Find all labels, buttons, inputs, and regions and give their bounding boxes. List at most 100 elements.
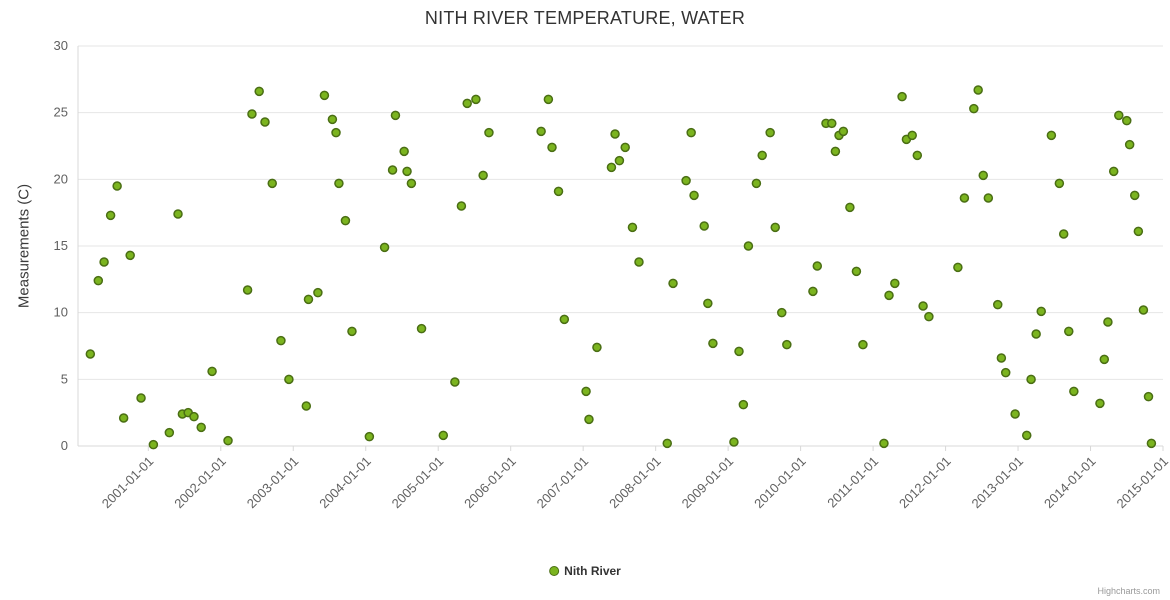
data-point[interactable] — [1124, 139, 1135, 150]
data-point[interactable] — [553, 186, 564, 197]
data-point[interactable] — [1026, 374, 1036, 385]
data-point[interactable] — [1099, 354, 1110, 365]
legend-item-nith-river[interactable]: Nith River — [549, 564, 621, 578]
data-point[interactable] — [884, 290, 894, 301]
data-point[interactable] — [918, 301, 928, 311]
data-point[interactable] — [879, 438, 889, 449]
data-point[interactable] — [406, 178, 417, 189]
data-point[interactable] — [303, 294, 314, 305]
data-point[interactable] — [953, 262, 963, 273]
data-point[interactable] — [782, 339, 792, 350]
data-point[interactable] — [708, 338, 718, 349]
data-point[interactable] — [478, 170, 488, 181]
data-point[interactable] — [276, 335, 286, 346]
data-point[interactable] — [301, 401, 312, 411]
data-point[interactable] — [830, 146, 841, 157]
data-point[interactable] — [284, 374, 294, 385]
data-point[interactable] — [173, 209, 183, 219]
data-point[interactable] — [1138, 305, 1149, 315]
data-point[interactable] — [983, 193, 994, 203]
data-point[interactable] — [978, 170, 989, 181]
data-point[interactable] — [260, 117, 270, 127]
data-point[interactable] — [1064, 326, 1074, 337]
data-point[interactable] — [581, 386, 591, 397]
data-point[interactable] — [331, 127, 341, 138]
data-point[interactable] — [1010, 409, 1020, 419]
data-point[interactable] — [247, 109, 257, 119]
data-point[interactable] — [827, 118, 837, 129]
data-point[interactable] — [462, 98, 472, 109]
data-point[interactable] — [858, 339, 868, 350]
data-point[interactable] — [743, 241, 754, 251]
data-point[interactable] — [390, 110, 401, 121]
data-point[interactable] — [364, 431, 375, 442]
data-point[interactable] — [1000, 367, 1011, 378]
data-point[interactable] — [402, 166, 412, 177]
data-point[interactable] — [912, 150, 923, 161]
data-point[interactable] — [1054, 178, 1065, 189]
data-point[interactable] — [334, 178, 344, 189]
data-point[interactable] — [456, 201, 467, 211]
data-point[interactable] — [536, 126, 546, 137]
data-point[interactable] — [606, 162, 617, 173]
data-point[interactable] — [99, 257, 109, 267]
data-point[interactable] — [689, 190, 699, 201]
data-point[interactable] — [627, 222, 638, 233]
data-point[interactable] — [327, 114, 338, 125]
data-point[interactable] — [118, 413, 129, 423]
data-point[interactable] — [85, 349, 96, 359]
data-point[interactable] — [319, 90, 330, 101]
data-point[interactable] — [1146, 438, 1157, 449]
data-point[interactable] — [1114, 110, 1124, 121]
data-point[interactable] — [734, 346, 744, 357]
data-point[interactable] — [387, 165, 398, 175]
data-point[interactable] — [1021, 430, 1032, 441]
data-point[interactable] — [1036, 306, 1046, 317]
data-point[interactable] — [347, 326, 357, 337]
data-point[interactable] — [1129, 190, 1140, 201]
data-point[interactable] — [125, 250, 135, 261]
data-point[interactable] — [907, 130, 917, 141]
data-point[interactable] — [662, 438, 672, 449]
data-point[interactable] — [614, 155, 625, 166]
data-point[interactable] — [136, 393, 146, 403]
data-point[interactable] — [845, 202, 855, 213]
data-point[interactable] — [973, 85, 983, 95]
data-point[interactable] — [1122, 115, 1132, 126]
data-point[interactable] — [471, 94, 481, 105]
data-point[interactable] — [812, 261, 823, 271]
data-point[interactable] — [1069, 386, 1079, 397]
data-point[interactable] — [592, 342, 602, 353]
data-point[interactable] — [399, 146, 409, 157]
data-point[interactable] — [1143, 391, 1154, 402]
data-point[interactable] — [1133, 226, 1144, 237]
data-point[interactable] — [924, 311, 934, 322]
data-point[interactable] — [668, 278, 678, 289]
data-point[interactable] — [770, 222, 780, 233]
data-point[interactable] — [313, 287, 323, 298]
highcharts-credit-link[interactable]: Highcharts.com — [1097, 586, 1160, 596]
data-point[interactable] — [450, 377, 460, 387]
data-point[interactable] — [1031, 329, 1041, 339]
data-point[interactable] — [196, 422, 206, 433]
data-point[interactable] — [223, 435, 233, 446]
data-point[interactable] — [890, 278, 900, 289]
data-point[interactable] — [547, 142, 557, 153]
data-point[interactable] — [112, 181, 122, 191]
data-point[interactable] — [379, 242, 390, 253]
data-point[interactable] — [93, 275, 104, 286]
data-point[interactable] — [620, 142, 630, 153]
data-point[interactable] — [242, 285, 253, 295]
data-point[interactable] — [851, 266, 862, 277]
data-point[interactable] — [584, 414, 594, 425]
data-point[interactable] — [751, 178, 762, 189]
data-point[interactable] — [105, 210, 116, 221]
data-point[interactable] — [699, 221, 709, 231]
data-point[interactable] — [765, 127, 775, 138]
data-point[interactable] — [1103, 317, 1113, 327]
data-point[interactable] — [777, 307, 787, 318]
data-point[interactable] — [703, 298, 713, 309]
data-point[interactable] — [207, 366, 217, 377]
data-point[interactable] — [416, 323, 427, 334]
data-point[interactable] — [189, 411, 199, 422]
